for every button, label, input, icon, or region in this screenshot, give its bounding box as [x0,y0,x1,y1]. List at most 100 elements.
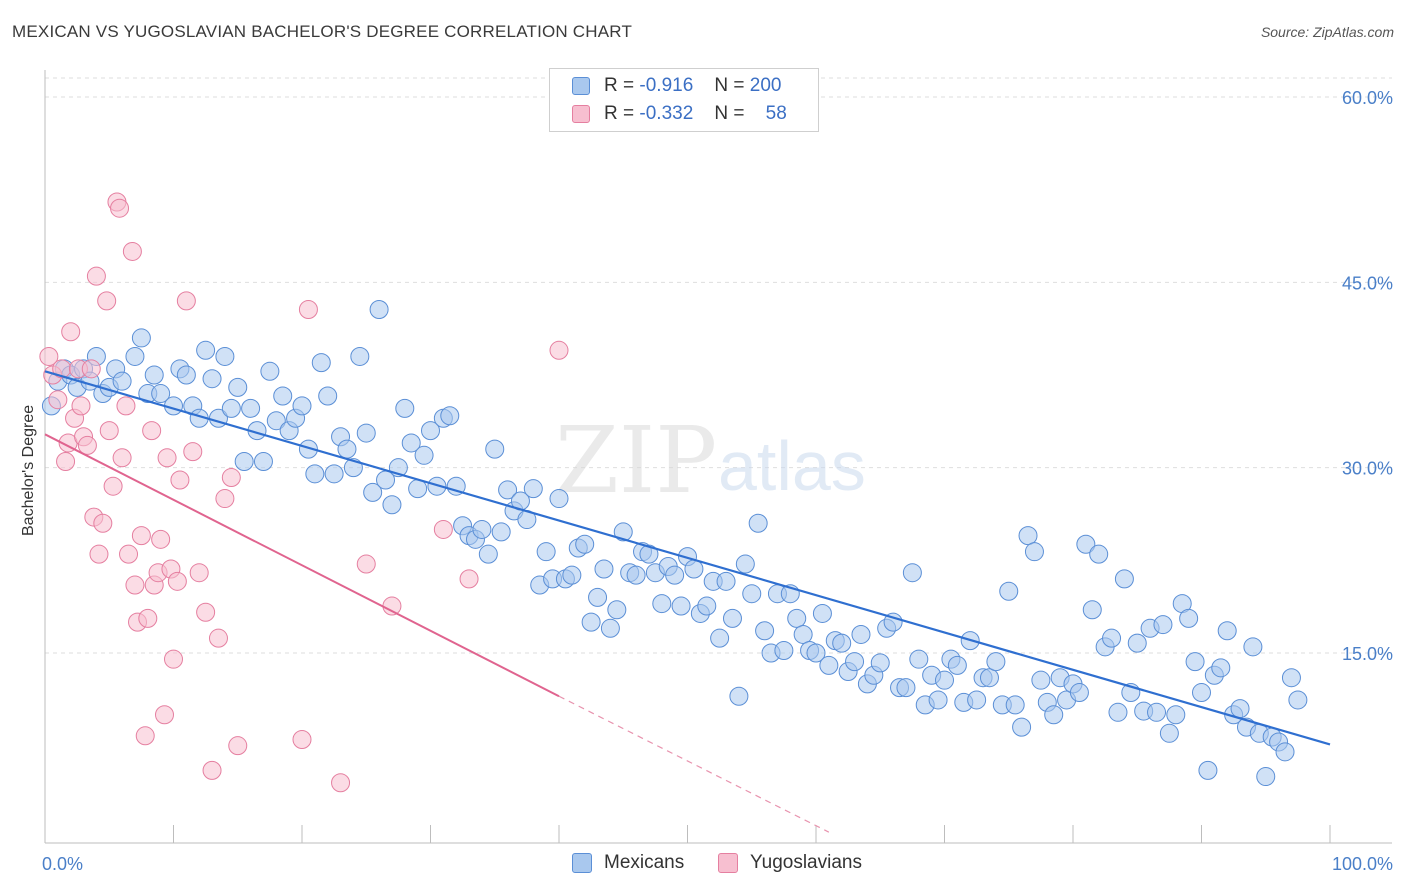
yugoslavians-point [142,421,162,441]
mexicans-point [967,690,987,710]
y-tick-label: 15.0% [1342,644,1393,664]
mexicans-point [318,386,338,406]
yugoslavians-point [189,563,209,583]
yugoslavians-point [135,726,155,746]
mexicans-point [722,608,742,628]
mexicans-point [1211,658,1231,678]
mexicans-point [819,655,839,675]
yugoslavians-point [61,322,81,342]
mexicans-point [305,464,325,484]
mexicans-point [979,668,999,688]
yugoslavians-point [125,575,145,595]
mexicans-point [870,653,890,673]
mexicans-point [485,439,505,459]
legend-item-yugoslavians[interactable]: Yugoslavians [718,852,862,874]
mexicans-point [665,565,685,585]
mexicans-point [228,377,248,397]
y-axis-label: Bachelor's Degree [20,405,37,536]
yugoslavians-point [56,451,76,471]
legend-label-yugoslavians: Yugoslavians [750,852,862,873]
yugoslavians-point [164,649,183,669]
yugoslavians-point [298,300,318,320]
mexicans-point [440,406,460,426]
mexicans-point [1005,695,1025,715]
mexicans-point [446,476,466,496]
mexicans-point [1127,633,1147,653]
yugoslavians-point [170,470,190,490]
mexicans-point [581,612,601,632]
mexicans-point [1275,742,1295,762]
mexicans-point [1217,621,1237,641]
mexicans-point [710,628,730,648]
mexicans-point [498,480,518,500]
yugoslavians-point [167,571,187,591]
mexicans-point [215,346,235,366]
mexicans-point [735,554,755,574]
legend-swatch-mexicans [572,77,590,95]
mexicans-point [600,618,620,638]
source-credit: Source: ZipAtlas.com [1260,24,1394,40]
mexicans-point [491,522,511,542]
mexicans-point [793,624,813,644]
legend-swatch-mexicans [572,853,592,873]
legend-label-mexicans: Mexicans [604,852,685,873]
yugoslavians-point [228,736,248,756]
mexicans-point [350,346,370,366]
mexicans-point [1230,699,1250,719]
legend-swatch-yugoslavians [718,853,738,873]
trendline-yugoslavians [44,433,560,698]
mexicans-point [1108,702,1128,722]
mexicans-point [1076,534,1096,554]
yugoslavians-point [549,340,569,360]
mexicans-point [626,565,646,585]
yugoslavians-point [116,396,136,416]
yugoslavians-point [356,554,376,574]
mexicans-point [652,594,672,614]
legend-n-value: 58 [765,103,787,124]
yugoslavians-point [71,396,91,416]
yugoslavians-point [151,529,171,549]
watermark: ZIP atlas [555,407,866,514]
mexicans-point [902,563,922,583]
mexicans-point [947,655,967,675]
mexicans-point [363,482,383,502]
mexicans-point [774,641,794,661]
legend-row-yugoslavians: R = -0.332 N = 58 [572,101,787,127]
mexicans-point [999,581,1019,601]
mexicans-point [1198,760,1218,780]
mexicans-point [176,365,196,385]
yugoslavians-point [382,596,402,616]
legend-n-value: 200 [749,75,782,96]
mexicans-point [369,300,389,320]
yugoslavians-point [39,346,59,366]
mexicans-point [639,544,659,564]
mexicans-point [421,421,440,441]
mexicans-point [883,612,903,632]
mexicans-point [1147,702,1167,722]
yugoslavians-point [93,513,113,533]
mexicans-point [806,643,826,663]
legend-item-mexicans[interactable]: Mexicans [572,852,684,874]
mexicans-point [1192,683,1211,703]
yugoslavians-point [103,476,123,496]
mexicans-point [607,600,627,620]
mexicans-point [1024,542,1044,562]
mexicans-point [549,489,569,509]
mexicans-point [1159,723,1179,743]
yugoslavians-point [81,359,101,379]
legend-r-label: R = [604,103,635,124]
mexicans-point [1281,668,1301,688]
yugoslavians-point [208,628,228,648]
mexicans-point [253,451,273,471]
mexicans-point [935,670,954,690]
y-tick-labels: 15.0% 30.0% 45.0% 60.0% [1342,88,1393,664]
mexicans-point [356,423,376,443]
mexicans-point [1288,690,1308,710]
mexicans-point [575,534,595,554]
legend-n-label: N = [714,103,745,124]
series-yugoslavians [39,192,569,793]
yugoslavians-point [215,489,235,509]
yugoslavians-point [196,602,216,622]
mexicans-point [472,519,492,539]
mexicans-point [260,361,280,381]
